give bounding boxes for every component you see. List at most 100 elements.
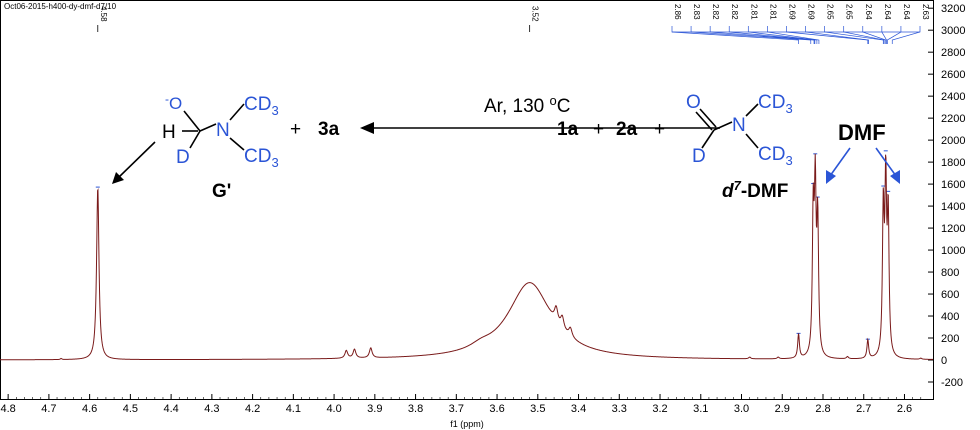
x-tick-label: 3.8 (408, 403, 423, 415)
x-tick-label: 4.5 (123, 403, 138, 415)
x-tick-label: 2.8 (815, 403, 830, 415)
peak-label-cluster: 2.82 (711, 4, 720, 20)
cd3-bottom-left: CD3 (244, 146, 279, 170)
x-tick-label: 4.4 (163, 403, 178, 415)
peak-connector (747, 26, 818, 44)
g-prime-label: G' (212, 181, 231, 202)
h-label: H (162, 122, 176, 143)
y-tick-label: 400 (941, 311, 959, 323)
x-tick-label: 4.8 (1, 403, 16, 415)
peak-label-cluster: 2.69 (807, 4, 816, 20)
peak-label-cluster: 2.65 (826, 4, 835, 20)
x-tick-label: 3.5 (530, 403, 545, 415)
peak-label-cluster: 2.82 (730, 4, 739, 20)
peak-label-cluster: 2.69 (787, 4, 796, 20)
x-tick-label: 3.9 (367, 403, 382, 415)
molecule-d7-dmf: O N CD3 CD3 D d7-DMF (686, 92, 793, 202)
d-label-right: D (692, 146, 706, 167)
spectrum-line (0, 153, 934, 361)
peak-connector (671, 26, 799, 44)
cd3-bottom-right: CD3 (758, 144, 793, 168)
o-minus-label: -O (165, 92, 182, 113)
x-tick-label: 3.6 (489, 403, 504, 415)
y-tick-label: 1200 (941, 223, 965, 235)
x-tick-label: 3.2 (652, 403, 667, 415)
d7-dmf-label: d7-DMF (722, 178, 788, 202)
reactant-1a: 1a (557, 119, 579, 140)
x-tick-label: 3.4 (571, 403, 586, 415)
peak-connector (887, 26, 902, 44)
x-tick-label: 4.1 (286, 403, 301, 415)
peak-label-cluster: 2.63 (921, 4, 930, 20)
o-label-right: O (686, 92, 701, 113)
y-tick-label: 1000 (941, 245, 965, 257)
peak-connector (891, 26, 921, 44)
x-tick-label: 2.7 (856, 403, 871, 415)
peak-label-middle-text: 3.52 (531, 6, 540, 22)
x-tick-label: 3.1 (693, 403, 708, 415)
y-tick-label: 2800 (941, 47, 965, 59)
plus-3: + (654, 119, 665, 140)
y-tick-label: 1600 (941, 179, 965, 191)
peak-label-cluster: 2.64 (902, 4, 911, 20)
conditions-label: Ar, 130 oC (484, 93, 570, 117)
x-tick-label: 3.0 (734, 403, 749, 415)
y-tick-label: 200 (941, 333, 959, 345)
peak-label-cluster: 2.64 (864, 4, 873, 20)
peak-connector (786, 26, 869, 44)
peak-connector (690, 26, 812, 44)
peak-connector (805, 26, 869, 44)
x-tick-label: 4.0 (326, 403, 341, 415)
peak-label-left: 4.58 (97, 6, 108, 32)
peak-connector (881, 26, 887, 44)
x-tick-label: 4.7 (41, 403, 56, 415)
dmf-arrows (826, 147, 900, 184)
peak-connector (843, 26, 885, 44)
cd3-top-left: CD3 (244, 94, 279, 118)
x-tick-label: 3.3 (612, 403, 627, 415)
peak-connector (767, 26, 820, 44)
plus-2: + (593, 119, 604, 140)
reaction-arrowhead (360, 122, 374, 134)
x-tick-label: 4.2 (245, 403, 260, 415)
d-label-left: D (176, 147, 190, 168)
x-tick-label: 4.6 (82, 403, 97, 415)
peak-label-cluster: 2.81 (768, 4, 777, 20)
peak-connector (824, 26, 884, 44)
x-tick-label: 2.6 (897, 403, 912, 415)
y-tick-label: 600 (941, 289, 959, 301)
x-tick-label: 3.7 (449, 403, 464, 415)
cd3-top-right: CD3 (758, 92, 793, 116)
molecule-g-prime: -O H N CD3 CD3 D G' (112, 92, 279, 202)
peak-label-cluster: 2.83 (692, 4, 701, 20)
peak-label-left-text: 4.58 (99, 6, 108, 22)
plot-frame (0, 0, 934, 400)
peak-label-cluster: 2.64 (883, 4, 892, 20)
reactant-2a: 2a (616, 119, 638, 140)
y-tick-label: -200 (941, 377, 963, 389)
peak-connector (728, 26, 816, 44)
x-axis-label: f1 (ppm) (450, 419, 484, 429)
product-3a: 3a (318, 119, 340, 140)
y-tick-label: 2400 (941, 91, 965, 103)
y-tick-label: 800 (941, 267, 959, 279)
peak-label-cluster: 2.81 (749, 4, 758, 20)
y-tick-label: 2600 (941, 69, 965, 81)
x-tick-label: 4.3 (204, 403, 219, 415)
peak-label-middle: 3.52 (529, 6, 540, 32)
peak-label-cluster: 2.86 (673, 4, 682, 20)
y-tick-label: 2000 (941, 135, 965, 147)
y-tick-label: 3000 (941, 25, 965, 37)
y-tick-label: 0 (941, 355, 947, 367)
y-tick-label: 2200 (941, 113, 965, 125)
peak-connector (709, 26, 815, 44)
dmf-label: DMF (838, 120, 886, 145)
y-axis: -200 0 200 400 600 800 1000 1200 1400 1600 1800 200… (928, 3, 965, 389)
peak-label-bracket: 4.58 3.52 2.86 2.83 2.82 2.82 2.81 2.81 2.69 2.69… (95, 4, 930, 340)
plus-1: + (290, 119, 301, 140)
peak-connector (862, 26, 887, 44)
x-axis: 4.8 4.7 4.6 4.5 4.4 4.3 4.2 4.1 4.0 3.9 3.8 3.7 3.6 3… (1, 394, 922, 415)
y-tick-label: 1800 (941, 157, 965, 169)
file-label: Oct06-2015-h400-dy-dmf-d7/10 (4, 2, 117, 11)
